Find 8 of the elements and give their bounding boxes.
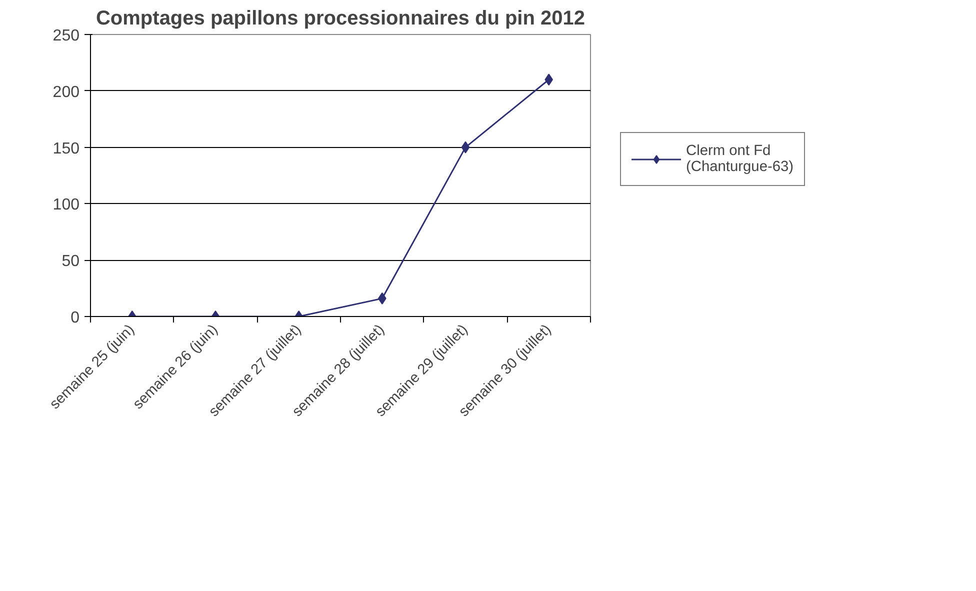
chart-title: Comptages papillons processionnaires du pin 2012 <box>96 8 586 30</box>
y-tick-label: 250 <box>52 28 80 44</box>
y-tick-label: 0 <box>70 310 80 326</box>
y-tick-label: 50 <box>62 253 80 270</box>
y-tick-label: 200 <box>52 84 80 101</box>
y-tick-label: 100 <box>52 196 80 214</box>
legend-label: Clerm ont Fd (Chanturgue-63) <box>686 143 794 175</box>
y-tick-label: 150 <box>52 140 80 158</box>
